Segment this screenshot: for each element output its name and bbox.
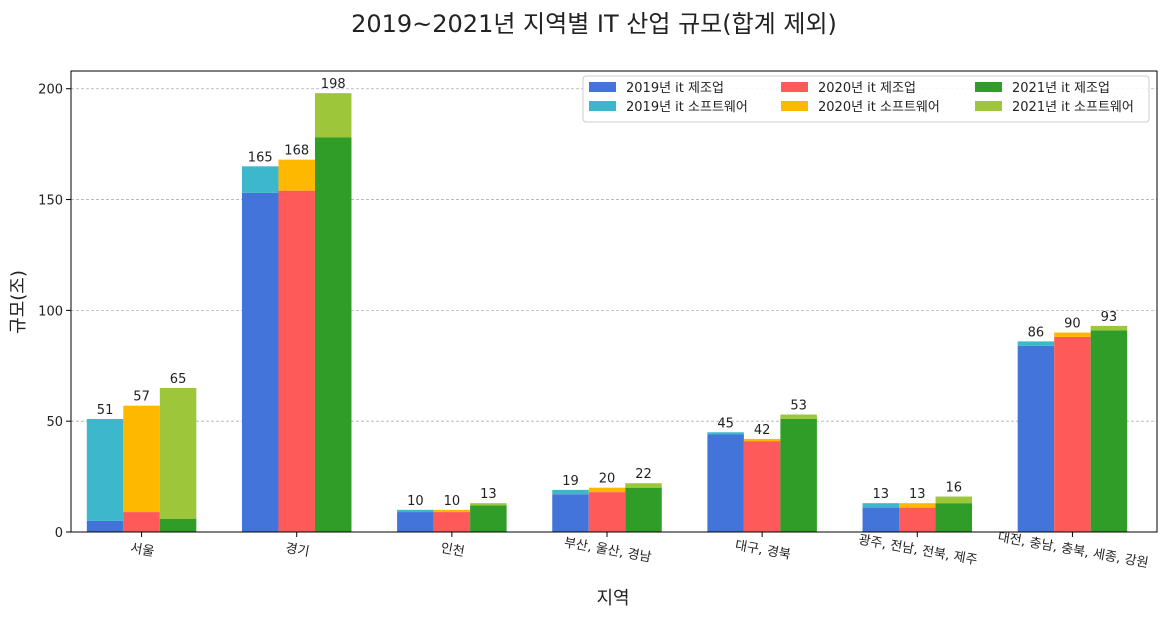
bar-total-label: 13	[480, 487, 497, 502]
bar-segment	[159, 518, 197, 532]
y-tick-label: 50	[46, 415, 63, 430]
bar-total-label: 165	[248, 150, 273, 165]
legend-swatch	[589, 101, 616, 111]
bar-total-label: 86	[1028, 325, 1045, 340]
bar-total-label: 20	[599, 472, 616, 487]
bar-total-label: 198	[321, 77, 346, 92]
bar-segment	[433, 509, 471, 513]
bar-total-label: 93	[1101, 310, 1118, 325]
bar-segment	[743, 441, 781, 532]
bar-segment	[1090, 325, 1128, 331]
y-tick-label: 100	[38, 304, 63, 319]
bar-total-label: 22	[635, 467, 652, 482]
x-axis-label: 지역	[596, 588, 629, 609]
bar-segment	[433, 512, 471, 532]
bar-segment	[86, 418, 124, 521]
bar-segment	[707, 432, 744, 435]
x-tick-label: 대전, 충남, 충북, 세종, 강원	[997, 530, 1150, 571]
bar-segment	[707, 434, 744, 532]
legend-swatch	[781, 82, 808, 92]
bar-segment	[899, 503, 936, 508]
bar-segment	[588, 487, 626, 493]
bar-segment	[862, 507, 900, 532]
bar-total-label: 168	[284, 144, 309, 159]
bar-total-label: 10	[407, 494, 424, 509]
bar-segment	[935, 496, 973, 504]
bar-total-label: 10	[444, 494, 461, 509]
bar-segment	[278, 190, 315, 533]
bar-segment	[397, 512, 434, 532]
grid-lines	[71, 88, 1157, 422]
bar-segment	[314, 137, 352, 532]
bar-segment	[743, 438, 781, 442]
x-tick-label: 서울	[129, 541, 155, 560]
bar-segment	[625, 487, 662, 532]
bar-segment	[1090, 330, 1128, 532]
bar-segment	[241, 192, 279, 532]
x-tick-label: 광주, 전남, 전북, 제주	[857, 533, 978, 569]
bar-segment	[86, 520, 124, 532]
bar-segment	[278, 159, 315, 191]
x-tick-label: 인천	[439, 541, 465, 560]
bar-segment	[1054, 336, 1091, 532]
bar-segment	[899, 507, 936, 532]
bar-segment	[241, 166, 279, 193]
legend-label: 2021년 it 소프트웨어	[1012, 100, 1134, 115]
bar-total-label: 13	[909, 487, 926, 502]
bar-segment	[862, 503, 900, 508]
x-tick-label: 경기	[284, 541, 310, 560]
y-tick-label: 150	[38, 194, 63, 209]
bar-segment	[397, 509, 434, 513]
bar-total-label: 16	[946, 481, 963, 496]
y-axis: 0 50 100 150 200	[38, 83, 71, 541]
bar-total-label: 13	[873, 487, 890, 502]
legend: 2019년 it 제조업 2020년 it 제조업 2021년 it 제조업 2019…	[582, 75, 1150, 123]
bar-total-label: 45	[717, 416, 734, 431]
bar-total-label: 57	[133, 390, 150, 405]
bar-segment	[1017, 345, 1055, 532]
plot-frame	[70, 70, 1158, 533]
bar-segment	[552, 494, 589, 532]
legend-label: 2020년 it 소프트웨어	[818, 100, 940, 115]
x-axis: 서울 경기 인천 부산, 울산, 경남 대구, 경북 광주, 전남, 전북, 제주 대전, …	[129, 530, 1149, 571]
legend-label: 2021년 it 제조업	[1012, 81, 1110, 96]
bar-segment	[159, 387, 197, 519]
x-tick-label: 대구, 경북	[734, 538, 792, 563]
legend-box	[582, 75, 1150, 123]
bar-segment	[780, 414, 817, 419]
x-tick-label: 부산, 울산, 경남	[563, 536, 653, 566]
legend-label: 2019년 it 소프트웨어	[626, 100, 748, 115]
legend-swatch	[975, 82, 1002, 92]
bar-segment	[470, 505, 507, 532]
bar-segment	[780, 418, 817, 532]
bar-total-label: 42	[754, 423, 771, 438]
chart-title: 2019~2021년 지역별 IT 산업 규모(합계 제외)	[351, 10, 837, 38]
value-labels: 51 57 65 165 168 198 10 10 13 19 20 22 45 42 53 13 13 16 8…	[97, 77, 1117, 509]
bar-segment	[1017, 341, 1055, 346]
bars	[86, 93, 1128, 533]
bar-total-label: 90	[1064, 317, 1081, 332]
legend-swatch	[781, 101, 808, 111]
bar-total-label: 19	[562, 474, 579, 489]
y-tick-label: 0	[55, 526, 63, 541]
y-axis-label: 규모(조)	[8, 270, 29, 334]
bar-segment	[123, 405, 160, 513]
bar-segment	[588, 492, 626, 532]
bar-total-label: 51	[97, 403, 114, 418]
bar-segment	[552, 489, 589, 495]
bar-segment	[1054, 332, 1091, 337]
legend-swatch	[589, 82, 616, 92]
bar-total-label: 65	[170, 372, 187, 387]
bar-total-label: 53	[790, 399, 807, 414]
bar-segment	[123, 512, 160, 532]
legend-label: 2020년 it 제조업	[818, 81, 916, 96]
bar-segment	[314, 93, 352, 138]
legend-swatch	[975, 101, 1002, 111]
y-tick-label: 200	[38, 83, 63, 98]
bar-segment	[470, 503, 507, 506]
legend-label: 2019년 it 제조업	[626, 81, 724, 96]
bar-segment	[625, 483, 662, 488]
bar-segment	[935, 503, 973, 532]
